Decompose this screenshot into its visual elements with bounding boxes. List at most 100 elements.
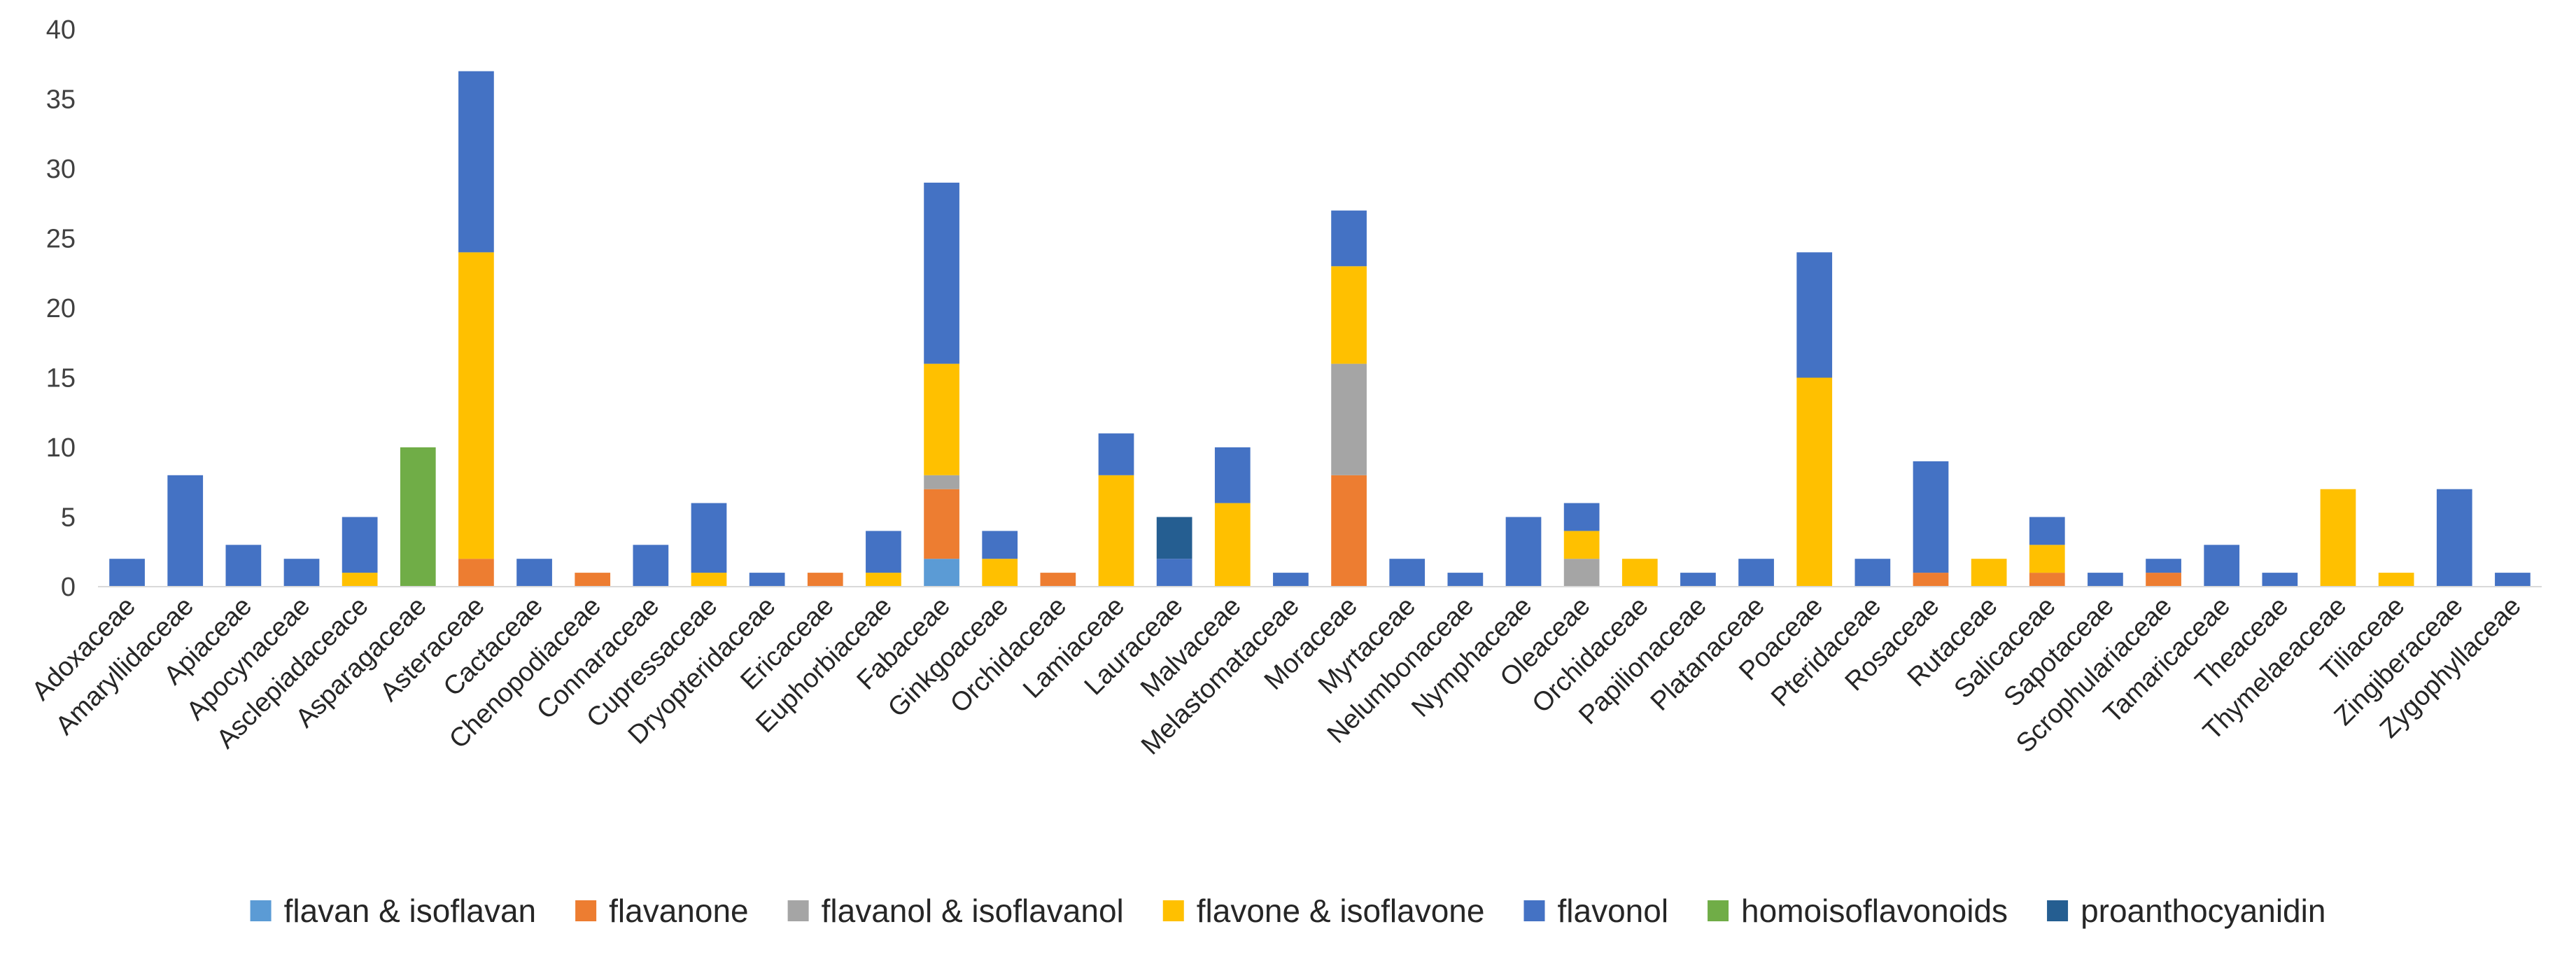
bar-ginkgoaceae-15-flavone-and-isoflavone [982, 559, 1018, 587]
bar-stack-moraceae-21 [1331, 210, 1367, 587]
legend-label-flavone-and-isoflavone: flavone & isoflavone [1197, 893, 1485, 929]
bar-stack-ginkgoaceae-15 [982, 531, 1018, 587]
y-tick-label-40: 40 [46, 15, 76, 45]
legend-item-flavonol: flavonol [1523, 893, 1668, 929]
legend-item-flavanol-and-isoflavanol: flavanol & isoflavanol [787, 893, 1124, 929]
bar-stack-euphorbiaceae-13 [866, 531, 901, 587]
bar-stack-amaryllidaceae-1 [167, 475, 204, 587]
bar-stack-thymelaeaceae-38 [2320, 489, 2356, 587]
bar-stack-apocynaceae-3 [283, 559, 320, 587]
legend-swatch-flavanone [575, 900, 597, 921]
bar-euphorbiaceae-13-flavonol [866, 531, 901, 573]
bar-stack-oleaceae-25 [1563, 503, 1600, 587]
bar-moraceae-21-flavone-and-isoflavone [1331, 266, 1367, 364]
bar-asteraceae-6-flavone-and-isoflavone [458, 252, 494, 559]
bar-stack-lamiaceae-17 [1098, 433, 1134, 587]
legend-swatch-flavone-and-isoflavone [1162, 900, 1184, 921]
y-tick-label-5: 5 [61, 503, 76, 533]
bar-stack-asteraceae-6 [458, 71, 494, 587]
bar-moraceae-21-flavanol-and-isoflavanol [1331, 363, 1367, 475]
bar-stack-pteridaceae-30 [1854, 559, 1891, 587]
bar-stack-chenopodiaceae-8 [575, 573, 611, 587]
bar-asclepiadaceace-4-flavonol [342, 517, 378, 573]
bar-tiliaceae-39-flavone-and-isoflavone [2378, 573, 2414, 587]
bar-orchidaceae-16-flavanone [1040, 573, 1076, 587]
bar-theaceae-37-flavonol [2262, 573, 2298, 587]
legend-swatch-flavan-and-isoflavan [250, 900, 272, 921]
bar-lamiaceae-17-flavone-and-isoflavone [1098, 475, 1134, 587]
bar-lamiaceae-17-flavonol [1098, 433, 1134, 475]
bar-fabaceae-14-flavanol-and-isoflavanol [924, 475, 959, 489]
bar-stack-nelumbonaceae-23 [1447, 573, 1484, 587]
bar-rutaceae-32-flavone-and-isoflavone [1971, 559, 2007, 587]
bar-ginkgoaceae-15-flavonol [982, 531, 1018, 559]
bar-poaceae-29-flavone-and-isoflavone [1796, 377, 1833, 587]
bar-stack-platanaceae-28 [1738, 559, 1774, 587]
bar-salicaceae-33-flavone-and-isoflavone [2029, 545, 2065, 573]
bar-fabaceae-14-flavonol [924, 182, 959, 364]
bar-papilionaceae-27-flavonol [1680, 573, 1716, 587]
bar-stack-myrtaceae-22 [1389, 559, 1426, 587]
bar-stack-malvaceae-19 [1214, 447, 1251, 587]
bar-poaceae-29-flavonol [1796, 252, 1833, 378]
bar-asteraceae-6-flavonol [458, 71, 494, 253]
bar-malvaceae-19-flavonol [1214, 447, 1251, 503]
legend-label-flavanol-and-isoflavanol: flavanol & isoflavanol [822, 893, 1124, 929]
bar-thymelaeaceae-38-flavone-and-isoflavone [2320, 489, 2356, 587]
bar-stack-rosaceae-31 [1913, 461, 1949, 587]
bar-oleaceae-25-flavone-and-isoflavone [1563, 531, 1600, 559]
legend-item-flavanone: flavanone [575, 893, 749, 929]
bar-pteridaceae-30-flavonol [1854, 559, 1891, 587]
bar-stack-orchidaceae-16 [1040, 573, 1076, 587]
bar-stack-poaceae-29 [1796, 252, 1833, 587]
bar-stack-fabaceae-14 [924, 182, 959, 587]
bar-asteraceae-6-flavanone [458, 559, 494, 587]
bar-nymphaceae-24-flavonol [1505, 517, 1542, 587]
bar-moraceae-21-flavonol [1331, 210, 1367, 267]
legend-item-flavone-and-isoflavone: flavone & isoflavone [1162, 893, 1485, 929]
y-axis: 0 5 10 15 20 25 30 35 40 [46, 15, 76, 602]
bar-scrophulariaceae-35-flavonol [2146, 559, 2181, 573]
bar-oleaceae-25-flavonol [1563, 503, 1600, 531]
bar-apiaceae-2-flavonol [225, 545, 262, 587]
bar-zygophyllaceae-41-flavonol [2495, 573, 2531, 587]
bar-stack-scrophulariaceae-35 [2146, 559, 2181, 587]
bar-stack-apiaceae-2 [225, 545, 262, 587]
bar-stack-adoxaceae-0 [109, 559, 145, 587]
bar-stack-zingiberaceae-40 [2436, 489, 2472, 587]
bar-oleaceae-25-flavanol-and-isoflavanol [1563, 559, 1600, 587]
legend-swatch-flavanol-and-isoflavanol [787, 900, 809, 921]
bar-myrtaceae-22-flavonol [1389, 559, 1426, 587]
bar-tamaricaceae-36-flavonol [2204, 545, 2240, 587]
bar-amaryllidaceae-1-flavonol [167, 475, 204, 587]
y-tick-label-15: 15 [46, 364, 76, 393]
legend-label-homoisoflavonoids: homoisoflavonoids [1741, 893, 2008, 929]
bar-stack-orchidaceae-26 [1621, 559, 1658, 587]
legend-label-proanthocyanidin: proanthocyanidin [2081, 893, 2325, 929]
legend-swatch-flavonol [1523, 900, 1545, 921]
y-tick-label-10: 10 [46, 433, 76, 463]
bar-stack-tamaricaceae-36 [2204, 545, 2240, 587]
bar-malvaceae-19-flavone-and-isoflavone [1214, 503, 1251, 587]
bar-lauraceae-18-flavonol [1156, 559, 1192, 587]
bar-lauraceae-18-proanthocyanidin [1156, 517, 1192, 559]
bar-salicaceae-33-flavanone [2029, 573, 2065, 587]
bar-nelumbonaceae-23-flavonol [1447, 573, 1484, 587]
y-tick-label-0: 0 [61, 573, 76, 602]
legend-item-homoisoflavonoids: homoisoflavonoids [1708, 893, 2008, 929]
bar-stack-lauraceae-18 [1156, 517, 1192, 587]
bar-stack-melastomataceae-20 [1273, 573, 1309, 587]
bar-scrophulariaceae-35-flavanone [2146, 573, 2181, 587]
bar-asclepiadaceace-4-flavone-and-isoflavone [342, 573, 378, 587]
bar-sapotaceae-34-flavonol [2088, 573, 2123, 587]
legend-swatch-homoisoflavonoids [1708, 900, 1729, 921]
bar-euphorbiaceae-13-flavone-and-isoflavone [866, 573, 901, 587]
bar-fabaceae-14-flavan-and-isoflavan [924, 559, 959, 587]
bar-moraceae-21-flavanone [1331, 475, 1367, 587]
bar-fabaceae-14-flavone-and-isoflavone [924, 363, 959, 475]
y-tick-label-30: 30 [46, 155, 76, 184]
legend-item-proanthocyanidin: proanthocyanidin [2047, 893, 2325, 929]
